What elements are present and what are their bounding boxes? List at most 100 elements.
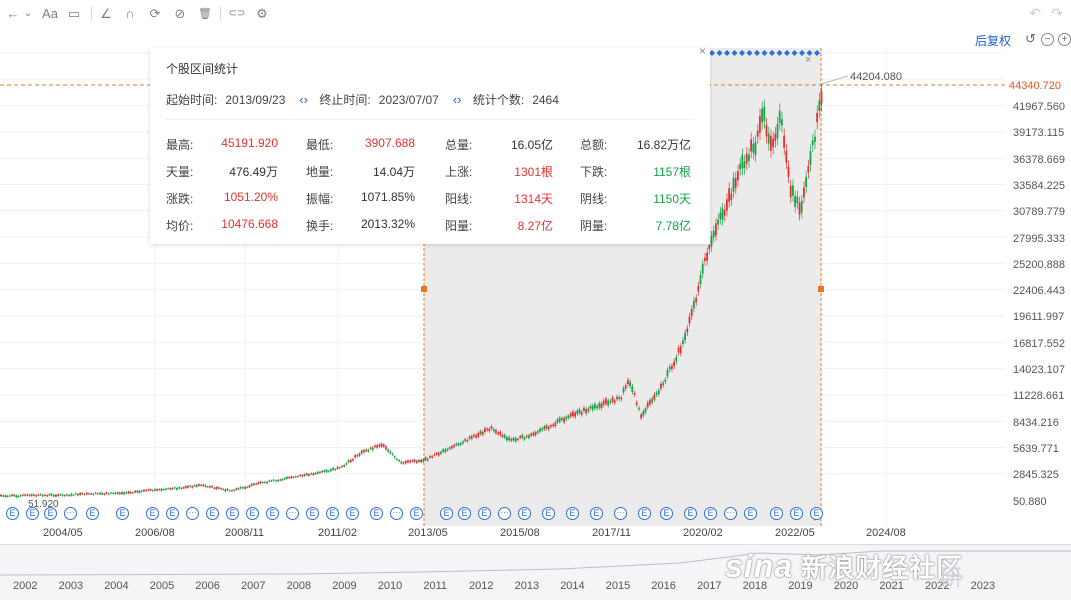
navigator-year: 2004 bbox=[104, 580, 129, 592]
event-marker-icon[interactable]: E bbox=[306, 507, 319, 520]
candle bbox=[341, 466, 343, 468]
dropdown-chevron-icon[interactable]: ⌄ bbox=[23, 8, 33, 19]
candle bbox=[677, 348, 680, 353]
candle bbox=[506, 437, 508, 441]
event-marker-icon[interactable]: E bbox=[370, 507, 383, 520]
trash-icon[interactable]: 🗑 bbox=[198, 8, 212, 20]
link-icon[interactable]: ⊂⊃ bbox=[228, 8, 246, 19]
time-tick: 2020/02 bbox=[683, 527, 723, 539]
dividend-marker-icon[interactable]: ··· bbox=[286, 507, 299, 520]
event-marker-icon[interactable]: E bbox=[566, 507, 579, 520]
candle bbox=[671, 365, 673, 370]
event-marker-icon[interactable]: E bbox=[440, 507, 453, 520]
event-marker-icon[interactable]: E bbox=[266, 507, 279, 520]
event-marker-icon[interactable]: E bbox=[684, 507, 697, 520]
event-marker-icon[interactable]: E bbox=[116, 507, 129, 520]
candle bbox=[662, 382, 664, 386]
stat-value: 1301根 bbox=[514, 165, 553, 179]
event-marker-icon[interactable]: E bbox=[410, 507, 423, 520]
event-marker-icon[interactable]: E bbox=[6, 507, 19, 520]
candle bbox=[486, 428, 488, 431]
redo-icon[interactable]: ↷ bbox=[1051, 5, 1063, 21]
event-marker-icon[interactable]: E bbox=[638, 507, 651, 520]
event-marker-icon[interactable]: E bbox=[44, 507, 57, 520]
draw-line-icon[interactable]: ∠ bbox=[100, 6, 112, 21]
candle bbox=[105, 492, 108, 494]
end-time-adjust-icon[interactable]: ‹› bbox=[452, 92, 462, 107]
event-marker-icon[interactable]: E bbox=[146, 507, 159, 520]
dividend-marker-icon[interactable]: ··· bbox=[724, 507, 737, 520]
undo-icon[interactable]: ↶ bbox=[1029, 5, 1041, 21]
candle bbox=[580, 411, 583, 415]
zoom-in-icon[interactable]: + bbox=[1058, 33, 1071, 46]
event-marker-icon[interactable]: E bbox=[86, 507, 99, 520]
start-time-adjust-icon[interactable]: ‹› bbox=[299, 92, 309, 107]
event-marker-icon[interactable]: E bbox=[226, 507, 239, 520]
adjust-mode-button[interactable]: 后复权 bbox=[975, 34, 1012, 48]
candle bbox=[277, 479, 279, 482]
zoom-out-icon[interactable]: − bbox=[1041, 33, 1054, 46]
event-marker-icon[interactable]: E bbox=[660, 507, 673, 520]
event-marker-icon[interactable]: E bbox=[206, 507, 219, 520]
candle bbox=[347, 460, 350, 463]
candle bbox=[154, 489, 156, 491]
candle bbox=[121, 492, 123, 495]
candle bbox=[730, 193, 733, 200]
reset-icon[interactable]: ↺ bbox=[1025, 31, 1036, 46]
candle bbox=[651, 398, 653, 403]
dividend-marker-icon[interactable]: ··· bbox=[390, 507, 403, 520]
event-marker-icon[interactable]: E bbox=[478, 507, 491, 520]
dividend-marker-icon[interactable]: ··· bbox=[498, 507, 511, 520]
stat-label: 振幅: bbox=[306, 192, 334, 206]
dividend-marker-icon[interactable]: ··· bbox=[614, 507, 627, 520]
font-size-icon[interactable]: Aa bbox=[42, 6, 58, 21]
event-marker-icon[interactable]: E bbox=[542, 507, 555, 520]
candle bbox=[94, 492, 97, 494]
dividend-marker-icon[interactable]: ··· bbox=[64, 507, 77, 520]
time-tick: 2017/11 bbox=[592, 527, 631, 539]
candle bbox=[433, 454, 436, 456]
stat-value: 1157根 bbox=[653, 165, 691, 179]
candle bbox=[550, 425, 552, 427]
close-icon[interactable]: × bbox=[698, 44, 706, 58]
event-diamond bbox=[776, 50, 783, 56]
hide-icon[interactable]: ⊘ bbox=[174, 6, 186, 21]
candle bbox=[809, 151, 812, 166]
sync-icon[interactable]: ⟳ bbox=[149, 6, 161, 21]
range-navigator[interactable]: 2002 2003 2004 2005 2006 2007 2008 2009 2010 2011… bbox=[0, 544, 1071, 600]
candle bbox=[244, 486, 246, 489]
stat-label: 阴量: bbox=[580, 219, 608, 233]
magnet-icon[interactable]: ∩ bbox=[125, 6, 135, 21]
event-marker-icon[interactable]: E bbox=[790, 507, 803, 520]
stat-label: 阳量: bbox=[445, 219, 473, 233]
event-marker-icon[interactable]: E bbox=[518, 507, 531, 520]
event-marker-icon[interactable]: E bbox=[744, 507, 757, 520]
candle bbox=[552, 424, 554, 427]
settings-gear-icon[interactable]: ⚙ bbox=[256, 6, 268, 21]
candle bbox=[4, 495, 7, 498]
event-marker-icon[interactable]: E bbox=[458, 507, 471, 520]
event-marker-icon[interactable]: E bbox=[246, 507, 259, 520]
candle bbox=[0, 494, 2, 497]
event-marker-icon[interactable]: E bbox=[26, 507, 39, 520]
event-marker-icon[interactable]: E bbox=[326, 507, 339, 520]
candle bbox=[558, 417, 561, 422]
back-arrow-icon[interactable]: ← bbox=[6, 6, 20, 21]
comment-icon[interactable]: ▭ bbox=[67, 6, 81, 21]
event-marker-icon[interactable]: E bbox=[770, 507, 783, 520]
event-diamond bbox=[746, 50, 753, 56]
candle bbox=[741, 154, 744, 169]
candle bbox=[99, 492, 101, 495]
event-marker-icon[interactable]: E bbox=[590, 507, 603, 520]
event-marker-icon[interactable]: E bbox=[704, 507, 717, 520]
candle bbox=[96, 493, 99, 495]
dividend-marker-icon[interactable]: ··· bbox=[186, 507, 199, 520]
event-marker-icon[interactable]: E bbox=[810, 507, 823, 520]
candle bbox=[794, 196, 796, 208]
candle bbox=[169, 488, 172, 490]
event-marker-icon[interactable]: E bbox=[346, 507, 359, 520]
candle bbox=[17, 495, 20, 498]
candle bbox=[292, 476, 295, 478]
event-marker-icon[interactable]: E bbox=[166, 507, 179, 520]
candle bbox=[583, 407, 585, 411]
